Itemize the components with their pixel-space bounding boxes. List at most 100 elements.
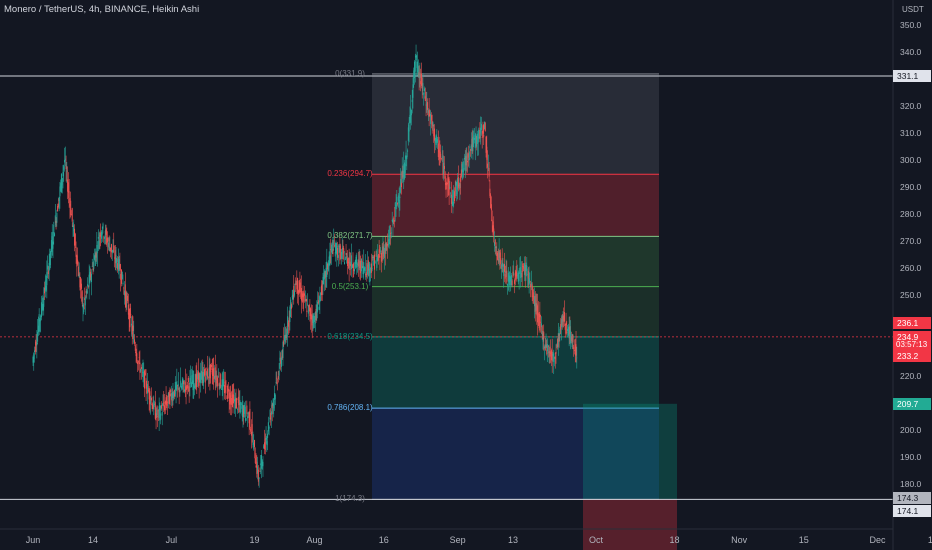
candle-body bbox=[132, 325, 134, 331]
candle-body bbox=[196, 372, 198, 382]
symbol-title[interactable]: Monero / TetherUS, 4h, BINANCE, Heikin A… bbox=[4, 4, 200, 15]
candle-body bbox=[118, 259, 120, 269]
candle-body bbox=[89, 272, 91, 283]
candle-body bbox=[375, 254, 377, 256]
fib-zone bbox=[372, 174, 659, 237]
candle-body bbox=[49, 248, 51, 266]
candle-body bbox=[179, 389, 181, 393]
candle-body bbox=[50, 240, 52, 252]
candle-body bbox=[245, 418, 247, 421]
candle-body bbox=[563, 312, 565, 322]
candle-body bbox=[424, 96, 426, 101]
candle-body bbox=[326, 261, 328, 278]
candle-body bbox=[275, 382, 277, 383]
candle-body bbox=[483, 135, 485, 137]
candle-body bbox=[532, 295, 534, 297]
candle-body bbox=[520, 272, 522, 278]
candle-body bbox=[361, 260, 363, 263]
candle-body bbox=[204, 369, 206, 376]
candle-body bbox=[115, 254, 117, 264]
candle-body bbox=[84, 296, 86, 306]
candle-body bbox=[536, 303, 538, 316]
candle-body bbox=[59, 186, 61, 197]
candle-body bbox=[62, 172, 64, 177]
candle-body bbox=[323, 274, 325, 279]
candle-body bbox=[452, 201, 454, 206]
candle-body bbox=[70, 200, 72, 216]
candle-body bbox=[117, 263, 119, 270]
candle-body bbox=[325, 267, 327, 277]
candle-body bbox=[545, 344, 547, 348]
candle-body bbox=[399, 196, 401, 198]
candle-body bbox=[451, 195, 453, 199]
candle-body bbox=[230, 395, 232, 403]
candle-body bbox=[79, 276, 81, 288]
candle-body bbox=[250, 428, 252, 432]
candle-body bbox=[431, 120, 433, 125]
candle-body bbox=[190, 376, 192, 378]
candle-body bbox=[207, 368, 209, 378]
candle-body bbox=[57, 205, 59, 212]
candle-body bbox=[295, 283, 297, 285]
candle-body bbox=[259, 471, 261, 472]
candle-body bbox=[130, 323, 132, 326]
time-tick-label: 19 bbox=[249, 535, 260, 545]
candle-body bbox=[285, 334, 287, 339]
candle-body bbox=[226, 397, 228, 399]
candle-body bbox=[230, 397, 232, 405]
candle-body bbox=[405, 152, 407, 159]
candle-body bbox=[91, 266, 93, 267]
candle-body bbox=[122, 282, 124, 285]
candle-body bbox=[427, 110, 429, 114]
candle-body bbox=[159, 405, 161, 411]
candle-body bbox=[317, 300, 319, 304]
candle-body bbox=[309, 307, 311, 317]
candle-body bbox=[439, 151, 441, 160]
candle-body bbox=[547, 346, 549, 348]
candle-body bbox=[557, 339, 559, 348]
candle-body bbox=[548, 351, 550, 354]
candle-body bbox=[461, 164, 463, 171]
candle-body bbox=[40, 302, 42, 318]
candle-body bbox=[192, 380, 194, 391]
candle-body bbox=[561, 316, 563, 326]
time-tick-label: Oct bbox=[589, 535, 604, 545]
candle-body bbox=[372, 256, 374, 258]
candle-body bbox=[141, 367, 143, 369]
candle-body bbox=[249, 408, 251, 428]
candle-body bbox=[358, 259, 360, 261]
fib-level-label: 0.786(208.1) bbox=[327, 403, 373, 413]
candle-body bbox=[534, 295, 536, 312]
candle-body bbox=[369, 263, 371, 274]
time-tick-label: 13 bbox=[927, 535, 932, 545]
candle-body bbox=[352, 263, 354, 269]
candle-body bbox=[347, 261, 349, 264]
candle-body bbox=[346, 255, 348, 264]
candle-body bbox=[567, 328, 569, 332]
candle-body bbox=[562, 315, 564, 322]
candle-body bbox=[460, 169, 462, 177]
candle-body bbox=[266, 441, 268, 446]
candle-body bbox=[110, 247, 112, 252]
candle-body bbox=[209, 364, 211, 379]
candle-body bbox=[44, 287, 46, 294]
candle-body bbox=[287, 316, 289, 334]
candle-body bbox=[284, 335, 286, 342]
candle-body bbox=[54, 233, 56, 237]
candle-body bbox=[152, 404, 154, 409]
candle-body bbox=[69, 204, 71, 206]
candle-body bbox=[220, 374, 222, 387]
candle-body bbox=[139, 362, 141, 373]
fib-level-label: 0.618(234.5) bbox=[327, 331, 373, 341]
candle-body bbox=[176, 381, 178, 390]
candle-body bbox=[76, 255, 78, 267]
candle-body bbox=[303, 292, 305, 302]
candle-body bbox=[47, 270, 49, 275]
candle-body bbox=[363, 262, 365, 275]
bar-countdown: 03:57:13 bbox=[893, 339, 931, 350]
candle-body bbox=[239, 400, 241, 406]
candle-body bbox=[182, 379, 184, 385]
candle-body bbox=[477, 133, 479, 144]
